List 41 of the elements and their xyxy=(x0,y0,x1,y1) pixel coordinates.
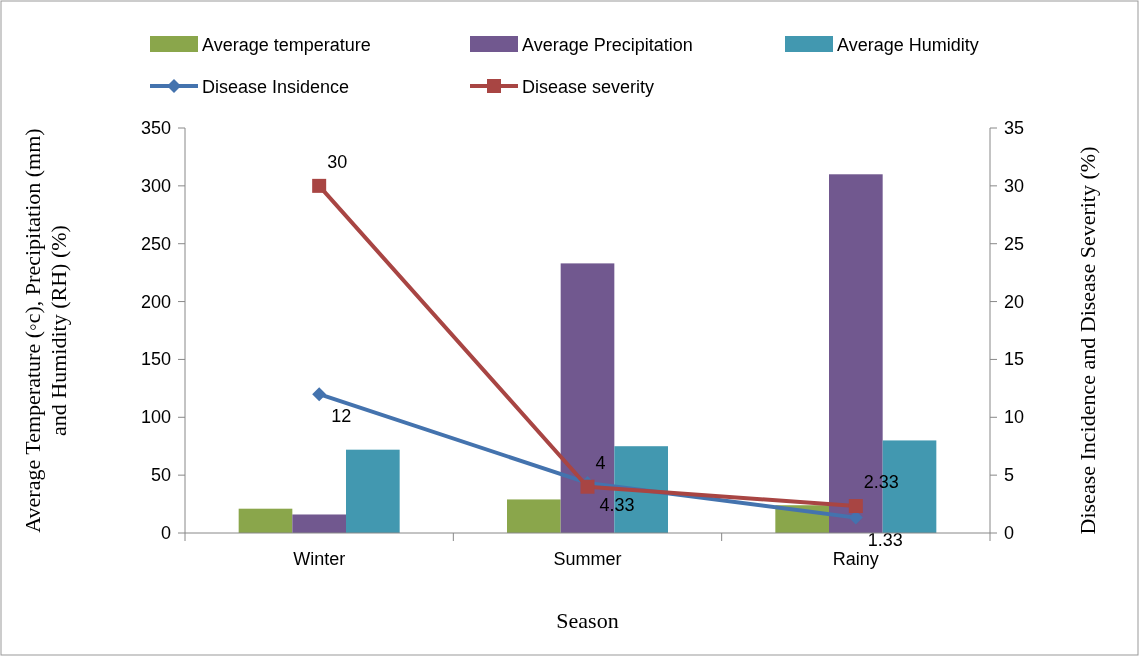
y-tick-label: 350 xyxy=(140,118,171,138)
y-tick-label: 0 xyxy=(160,523,171,543)
bar xyxy=(238,508,293,533)
bar xyxy=(346,449,400,533)
y-axis-title: Average Temperature (◦c), Precipitation (mm) and Humidity (RH) (%) xyxy=(20,128,71,533)
y2-tick-label: 25 xyxy=(1004,233,1025,254)
y2-tick-label: 0 xyxy=(1004,523,1015,543)
point xyxy=(312,387,327,402)
y2-tick-label: 10 xyxy=(1004,407,1025,428)
legend-label: Average Humidity xyxy=(837,35,979,55)
data-label: 30 xyxy=(327,151,348,172)
point xyxy=(848,499,863,514)
y2-tick-label: 5 xyxy=(1004,465,1015,486)
x-tick-label: Rainy xyxy=(832,549,879,569)
y2-tick-label: 30 xyxy=(1004,175,1025,196)
data-label: 4.33 xyxy=(599,494,635,515)
y-tick-label: 50 xyxy=(150,465,171,486)
bar xyxy=(292,514,346,533)
bar xyxy=(507,499,561,533)
y2-tick-label: 20 xyxy=(1004,291,1025,312)
y2-tick-label: 15 xyxy=(1004,349,1025,370)
y-tick-label: 200 xyxy=(140,291,171,312)
y-tick-label: 150 xyxy=(140,349,171,370)
y-tick-label: 300 xyxy=(140,175,171,196)
y-tick-label: 100 xyxy=(140,407,171,428)
legend-label: Disease Insidence xyxy=(202,77,350,97)
legend-label: Average Precipitation xyxy=(522,35,693,55)
data-label: 12 xyxy=(331,406,352,427)
y2-tick-label: 35 xyxy=(1004,118,1025,138)
legend-label: Average temperature xyxy=(202,35,371,55)
data-label: 1.33 xyxy=(867,529,903,550)
point xyxy=(312,178,327,193)
data-label: 4 xyxy=(595,452,606,473)
data-label: 2.33 xyxy=(863,472,899,493)
x-tick-label: Winter xyxy=(293,549,346,569)
x-axis-title: Season xyxy=(556,608,619,633)
y-tick-label: 250 xyxy=(140,233,171,254)
x-tick-label: Summer xyxy=(553,549,622,569)
point xyxy=(580,479,595,494)
legend-label: Disease severity xyxy=(522,77,655,97)
y2-axis-title: Disease Incidence and Disease Severity (%) xyxy=(1075,146,1100,535)
